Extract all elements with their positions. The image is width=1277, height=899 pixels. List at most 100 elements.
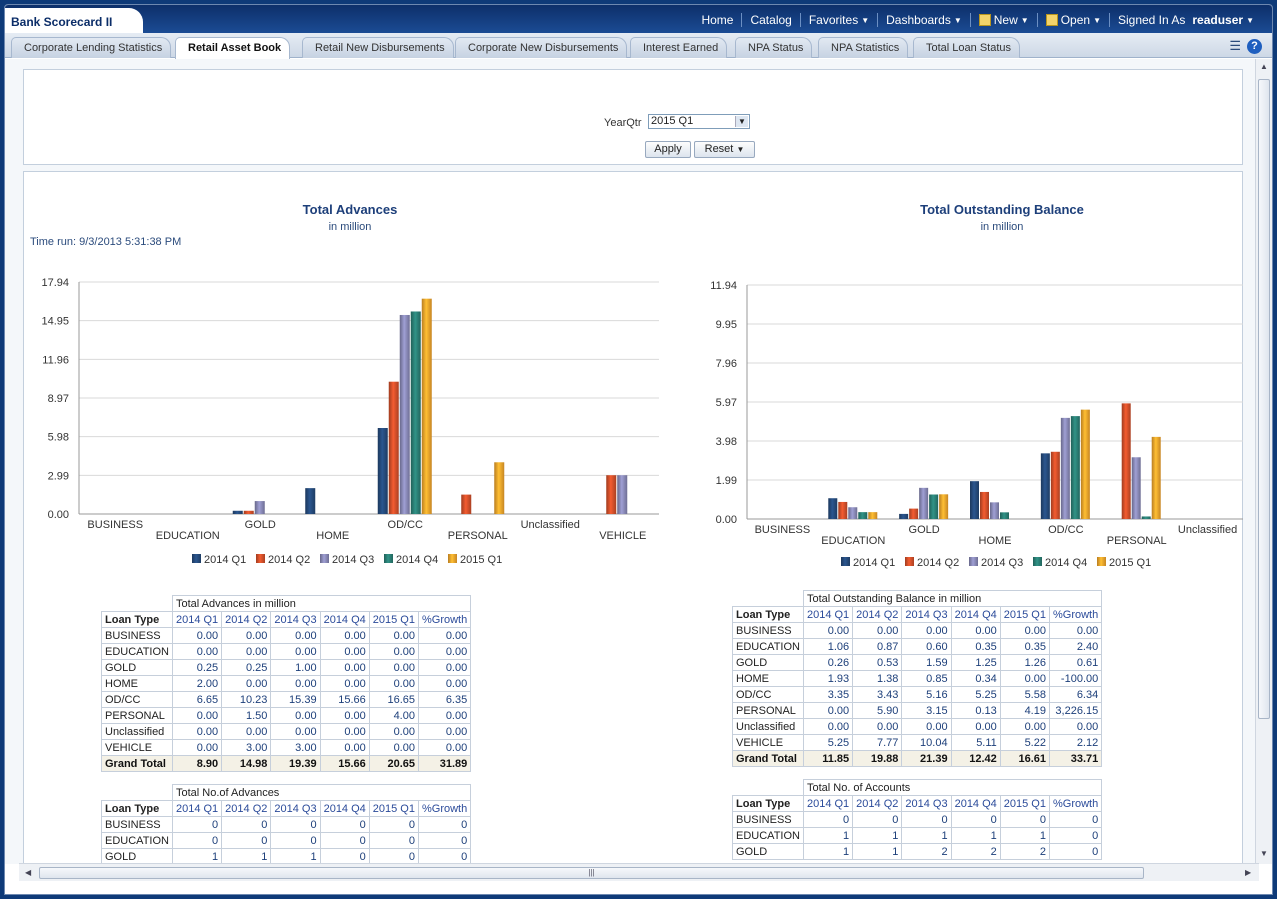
bar <box>919 487 929 519</box>
column-header: 2014 Q1 <box>802 795 854 812</box>
cell-value: 11.85 <box>802 750 854 767</box>
table-row: GOLD 0.25 0.25 1.00 0.00 0.00 0.00 <box>101 659 472 676</box>
cell-value: 1.59 <box>901 654 952 671</box>
cell-value: 0.61 <box>1048 654 1103 671</box>
tab-corporate-lending-statistics[interactable]: Corporate Lending Statistics <box>11 37 172 58</box>
column-header: 2014 Q2 <box>221 800 272 817</box>
apply-button[interactable]: Apply <box>645 141 691 158</box>
y-tick-label: 11.94 <box>710 280 737 292</box>
new-document-icon <box>978 14 991 26</box>
balance-chart-subtitle: in million <box>980 221 1024 233</box>
home-label: Home <box>701 13 734 27</box>
favorites-menu[interactable]: Favorites ▼ <box>799 13 877 27</box>
reset-button[interactable]: Reset ▼ <box>694 141 755 158</box>
horizontal-scroll-thumb[interactable]: ||| <box>39 867 1144 879</box>
cell-value: 6.65 <box>171 691 223 708</box>
scroll-down-icon[interactable]: ▼ <box>1260 849 1268 858</box>
y-tick-label: 0.00 <box>48 509 69 521</box>
column-header: 2014 Q3 <box>270 800 321 817</box>
column-header: Loan Type <box>732 795 804 812</box>
user-menu[interactable]: Signed In As readuser ▼ <box>1108 13 1262 27</box>
cell-value: 31.89 <box>417 755 472 772</box>
table-row: GOLD 1 1 1 0 0 0 <box>101 848 472 864</box>
column-header: 2014 Q1 <box>802 606 854 623</box>
scroll-up-icon[interactable]: ▲ <box>1260 62 1268 71</box>
tab-total-loan-status[interactable]: Total Loan Status <box>913 37 1021 58</box>
horizontal-scrollbar[interactable]: ◀ ||| ▶ <box>19 863 1259 881</box>
legend-label: 2014 Q1 <box>853 557 895 569</box>
cell-value: 0 <box>221 832 272 849</box>
column-header: 2014 Q2 <box>852 795 903 812</box>
chevron-down-icon: ▼ <box>953 15 962 25</box>
global-nav: Home Catalog Favorites ▼ Dashboards ▼ New ▼… <box>693 13 1262 27</box>
cell-value: 0.35 <box>999 638 1050 655</box>
x-tick-label: EDUCATION <box>156 530 220 542</box>
row-label: Grand Total <box>732 750 804 767</box>
cell-value: 0.34 <box>950 670 1001 687</box>
column-header: 2014 Q3 <box>901 606 952 623</box>
bar <box>410 311 421 514</box>
dashboards-menu[interactable]: Dashboards ▼ <box>877 13 970 27</box>
tab-corporate-new-disbursements[interactable]: Corporate New Disbursements <box>455 37 628 58</box>
chevron-down-icon: ▼ <box>861 15 870 25</box>
cell-value: 19.39 <box>270 755 321 772</box>
column-header: 2015 Q1 <box>999 795 1050 812</box>
cell-value: 5.11 <box>950 734 1001 751</box>
cell-value: 0 <box>171 832 223 849</box>
cell-value: 0.00 <box>270 723 321 740</box>
yearqtr-select[interactable]: 2015 Q1 ▼ <box>648 114 750 129</box>
page-options-icon[interactable]: ☰ <box>1229 38 1241 53</box>
scroll-right-icon[interactable]: ▶ <box>1245 868 1252 877</box>
cell-value: 0.00 <box>999 670 1050 687</box>
x-tick-label: BUSINESS <box>87 519 143 531</box>
column-header: 2014 Q3 <box>901 795 952 812</box>
x-tick-label: GOLD <box>245 519 276 531</box>
table-row: Unclassified 0.00 0.00 0.00 0.00 0.00 0.00 <box>732 718 1103 735</box>
x-tick-label: Unclassified <box>1178 524 1237 536</box>
catalog-link[interactable]: Catalog <box>741 13 799 27</box>
cell-value: 1 <box>221 848 272 864</box>
y-tick-label: 9.95 <box>716 319 737 331</box>
cell-value: 0.00 <box>1048 718 1103 735</box>
advances-chart: 17.94 14.95 11.96 8.97 5.98 2.99 0.00 BUSINESS E… <box>41 277 659 566</box>
column-header: Loan Type <box>101 611 173 628</box>
home-link[interactable]: Home <box>693 13 741 27</box>
tab-retail-new-disbursements[interactable]: Retail New Disbursements <box>302 37 454 58</box>
cell-value: 0 <box>417 832 472 849</box>
tab-npa-statistics[interactable]: NPA Statistics <box>818 37 909 58</box>
cell-value: 0 <box>221 816 272 833</box>
grand-total-row: Grand Total 8.90 14.98 19.39 15.66 20.65 31.89 <box>101 755 472 772</box>
y-tick-label: 14.95 <box>41 316 69 328</box>
table-corner <box>733 591 804 607</box>
legend-swatch <box>1033 557 1042 566</box>
row-label: OD/CC <box>101 691 173 708</box>
bar <box>939 494 949 519</box>
new-menu[interactable]: New ▼ <box>969 13 1037 27</box>
browser-frame: Bank Scorecard II Home Catalog Favorites… <box>4 4 1273 895</box>
bar <box>399 314 410 514</box>
tab-tools: ☰ ? <box>1229 38 1262 54</box>
tab-npa-status[interactable]: NPA Status <box>735 37 813 58</box>
cell-value: 0.35 <box>950 638 1001 655</box>
bar <box>1050 451 1060 519</box>
cell-value: 4.00 <box>368 707 419 724</box>
column-header: 2014 Q3 <box>270 611 321 628</box>
cell-value: 15.39 <box>270 691 321 708</box>
cell-value: 0.00 <box>368 643 419 660</box>
cell-value: 1 <box>950 827 1001 844</box>
bar <box>232 510 243 514</box>
tab-interest-earned[interactable]: Interest Earned <box>630 37 728 58</box>
help-icon[interactable]: ? <box>1247 38 1262 54</box>
x-tick-label: VEHICLE <box>599 530 646 542</box>
yearqtr-value: 2015 Q1 <box>651 115 694 127</box>
x-tick-label: GOLD <box>909 524 940 536</box>
bar <box>909 508 919 519</box>
vertical-scroll-thumb[interactable] <box>1258 79 1270 719</box>
scroll-left-icon[interactable]: ◀ <box>25 868 32 877</box>
grand-total-row: Grand Total 11.85 19.88 21.39 12.42 16.61 33.7… <box>732 750 1103 767</box>
open-menu[interactable]: Open ▼ <box>1036 13 1109 27</box>
vertical-scrollbar[interactable]: ▲ ▼ <box>1255 59 1272 864</box>
tab-retail-asset-book[interactable]: Retail Asset Book <box>175 37 291 59</box>
table-row: GOLD 0.26 0.53 1.59 1.25 1.26 0.61 <box>732 654 1103 671</box>
cell-value: 0 <box>1048 811 1103 828</box>
